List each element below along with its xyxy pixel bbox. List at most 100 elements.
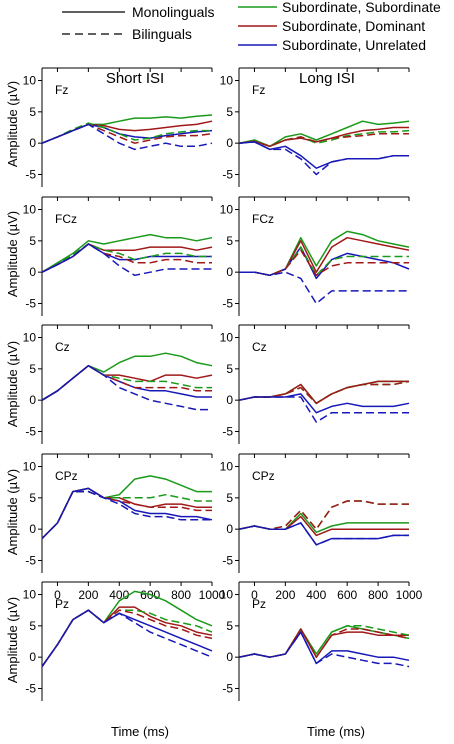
panel-short-isi-fcz: -5 0 5 10 FCz (23, 196, 213, 316)
y-tick-label: -5 (222, 424, 233, 438)
y-tick-label: 10 (220, 331, 234, 345)
y-tick-label: 0 (226, 265, 233, 279)
y-tick-label: 5 (29, 491, 36, 505)
series-bilinguals-subordinate-dominant (41, 364, 212, 401)
series-bilinguals-subordinate-unrelated (238, 522, 409, 546)
y-tick-label: 0 (29, 522, 36, 536)
series-monolinguals-subordinate-unrelated (238, 141, 409, 169)
electrode-label: Cz (252, 340, 267, 354)
y-tick-label: -5 (222, 681, 233, 695)
x-tick-label: 1000 (199, 588, 226, 602)
y-tick-label: -5 (25, 681, 36, 695)
series-bilinguals-subordinate-unrelated (41, 123, 213, 151)
panel-long-isi-fz: -5 0 5 10 Fz (220, 67, 410, 187)
series-bilinguals-subordinate-unrelated (238, 141, 409, 176)
x-tick-label: 400 (306, 588, 326, 602)
y-tick-label: 5 (29, 234, 36, 248)
y-axis-label-row-5: Amplitude (µV) (5, 597, 20, 683)
electrode-label: CPz (252, 469, 275, 483)
series-bilinguals-subordinate-unrelated (41, 609, 213, 668)
series-monolinguals-subordinate-unrelated (238, 631, 410, 665)
y-tick-label: 0 (29, 650, 36, 664)
x-tick-label: 200 (275, 588, 295, 602)
series-bilinguals-subordinate-dominant (238, 380, 410, 405)
y-tick-label: 5 (226, 619, 233, 633)
electrode-label: Cz (55, 340, 70, 354)
y-tick-label: 0 (29, 265, 36, 279)
y-tick-label: 0 (226, 136, 233, 150)
panels: -5 0 5 10 Fz -5 0 5 10 Fz -5 0 5 10 FCz -5 0 5 10 FCz -5 0 5 10… (23, 67, 423, 701)
legend-bilinguals-label: Bilinguals (132, 26, 192, 42)
x-tick-label: 800 (368, 588, 388, 602)
panel-long-isi-pz: -5 0 5 10 0 200 400 600 800 1000 Pz (220, 581, 423, 701)
x-axis-label-short: Time (ms) (111, 724, 169, 739)
electrode-label: CPz (55, 469, 78, 483)
y-tick-label: -5 (25, 296, 36, 310)
x-tick-label: 600 (337, 588, 357, 602)
legend: Monolinguals Bilinguals Subordinate, Sub… (62, 0, 441, 53)
y-tick-label: -5 (222, 296, 233, 310)
y-axis-label-row-4: Amplitude (µV) (5, 469, 20, 555)
series-bilinguals-subordinate-unrelated (41, 490, 212, 540)
electrode-label: Fz (55, 83, 68, 97)
y-axis-label-row-1: Amplitude (µV) (5, 81, 20, 167)
y-tick-label: 0 (226, 650, 233, 664)
series-bilinguals-subordinate-unrelated (239, 271, 409, 305)
y-tick-label: 0 (29, 393, 36, 407)
series-bilinguals-subordinate-unrelated (238, 396, 409, 423)
y-axis-label-row-3: Amplitude (µV) (5, 341, 20, 427)
panel-long-isi-cpz: -5 0 5 10 CPz (220, 453, 410, 573)
y-tick-label: 10 (23, 460, 37, 474)
series-bilinguals-subordinate-subordinate (238, 500, 409, 530)
panel-long-isi-cz: -5 0 5 10 Cz (220, 324, 410, 444)
y-tick-label: -5 (25, 553, 36, 567)
y-tick-label: 5 (29, 362, 36, 376)
y-tick-label: 5 (29, 619, 36, 633)
series-bilinguals-subordinate-subordinate (238, 625, 410, 658)
x-axis-label-long: Time (ms) (307, 724, 365, 739)
series-bilinguals-subordinate-unrelated (238, 631, 410, 668)
legend-monolinguals-label: Monolinguals (132, 4, 215, 20)
y-tick-label: 5 (29, 105, 36, 119)
series-monolinguals-subordinate-subordinate (41, 475, 212, 540)
legend-subsub-label: Subordinate, Subordinate (282, 0, 441, 15)
x-tick-label: 1000 (396, 588, 423, 602)
series-bilinguals-subordinate-subordinate (41, 364, 212, 401)
y-tick-label: 10 (23, 203, 37, 217)
y-tick-label: 5 (226, 362, 233, 376)
legend-subdom-label: Subordinate, Dominant (282, 18, 425, 34)
x-tick-label: 400 (109, 588, 129, 602)
series-monolinguals-subordinate-subordinate (41, 233, 213, 273)
series-monolinguals-subordinate-dominant (238, 515, 409, 537)
y-tick-label: 10 (220, 203, 234, 217)
column-title-long-isi: Long ISI (299, 70, 355, 87)
y-tick-label: 10 (23, 331, 37, 345)
series-bilinguals-subordinate-dominant (238, 500, 409, 530)
electrode-label: FCz (55, 212, 77, 226)
y-tick-label: -5 (25, 167, 36, 181)
y-tick-label: -5 (222, 167, 233, 181)
electrode-label: FCz (252, 212, 274, 226)
y-tick-label: 10 (23, 74, 37, 88)
y-tick-label: 10 (23, 588, 37, 602)
y-tick-label: 5 (226, 491, 233, 505)
panel-short-isi-cpz: -5 0 5 10 CPz (23, 453, 213, 573)
y-tick-label: -5 (222, 553, 233, 567)
column-title-short-isi: Short ISI (106, 70, 164, 87)
y-tick-label: -5 (25, 424, 36, 438)
y-axis-label-row-2: Amplitude (µV) (5, 211, 20, 297)
x-tick-label: 200 (78, 588, 98, 602)
series-bilinguals-subordinate-unrelated (41, 364, 212, 411)
x-tick-label: 0 (251, 588, 258, 602)
y-tick-label: 10 (220, 460, 234, 474)
panel-long-isi-fcz: -5 0 5 10 FCz (220, 196, 410, 316)
y-tick-label: 5 (226, 105, 233, 119)
x-tick-label: 800 (171, 588, 191, 602)
series-monolinguals-subordinate-dominant (41, 487, 212, 540)
series-bilinguals-subordinate-subordinate (41, 490, 212, 540)
y-tick-label: 10 (220, 74, 234, 88)
y-tick-label: 5 (226, 234, 233, 248)
y-tick-label: 10 (220, 588, 234, 602)
y-tick-label: 0 (226, 393, 233, 407)
